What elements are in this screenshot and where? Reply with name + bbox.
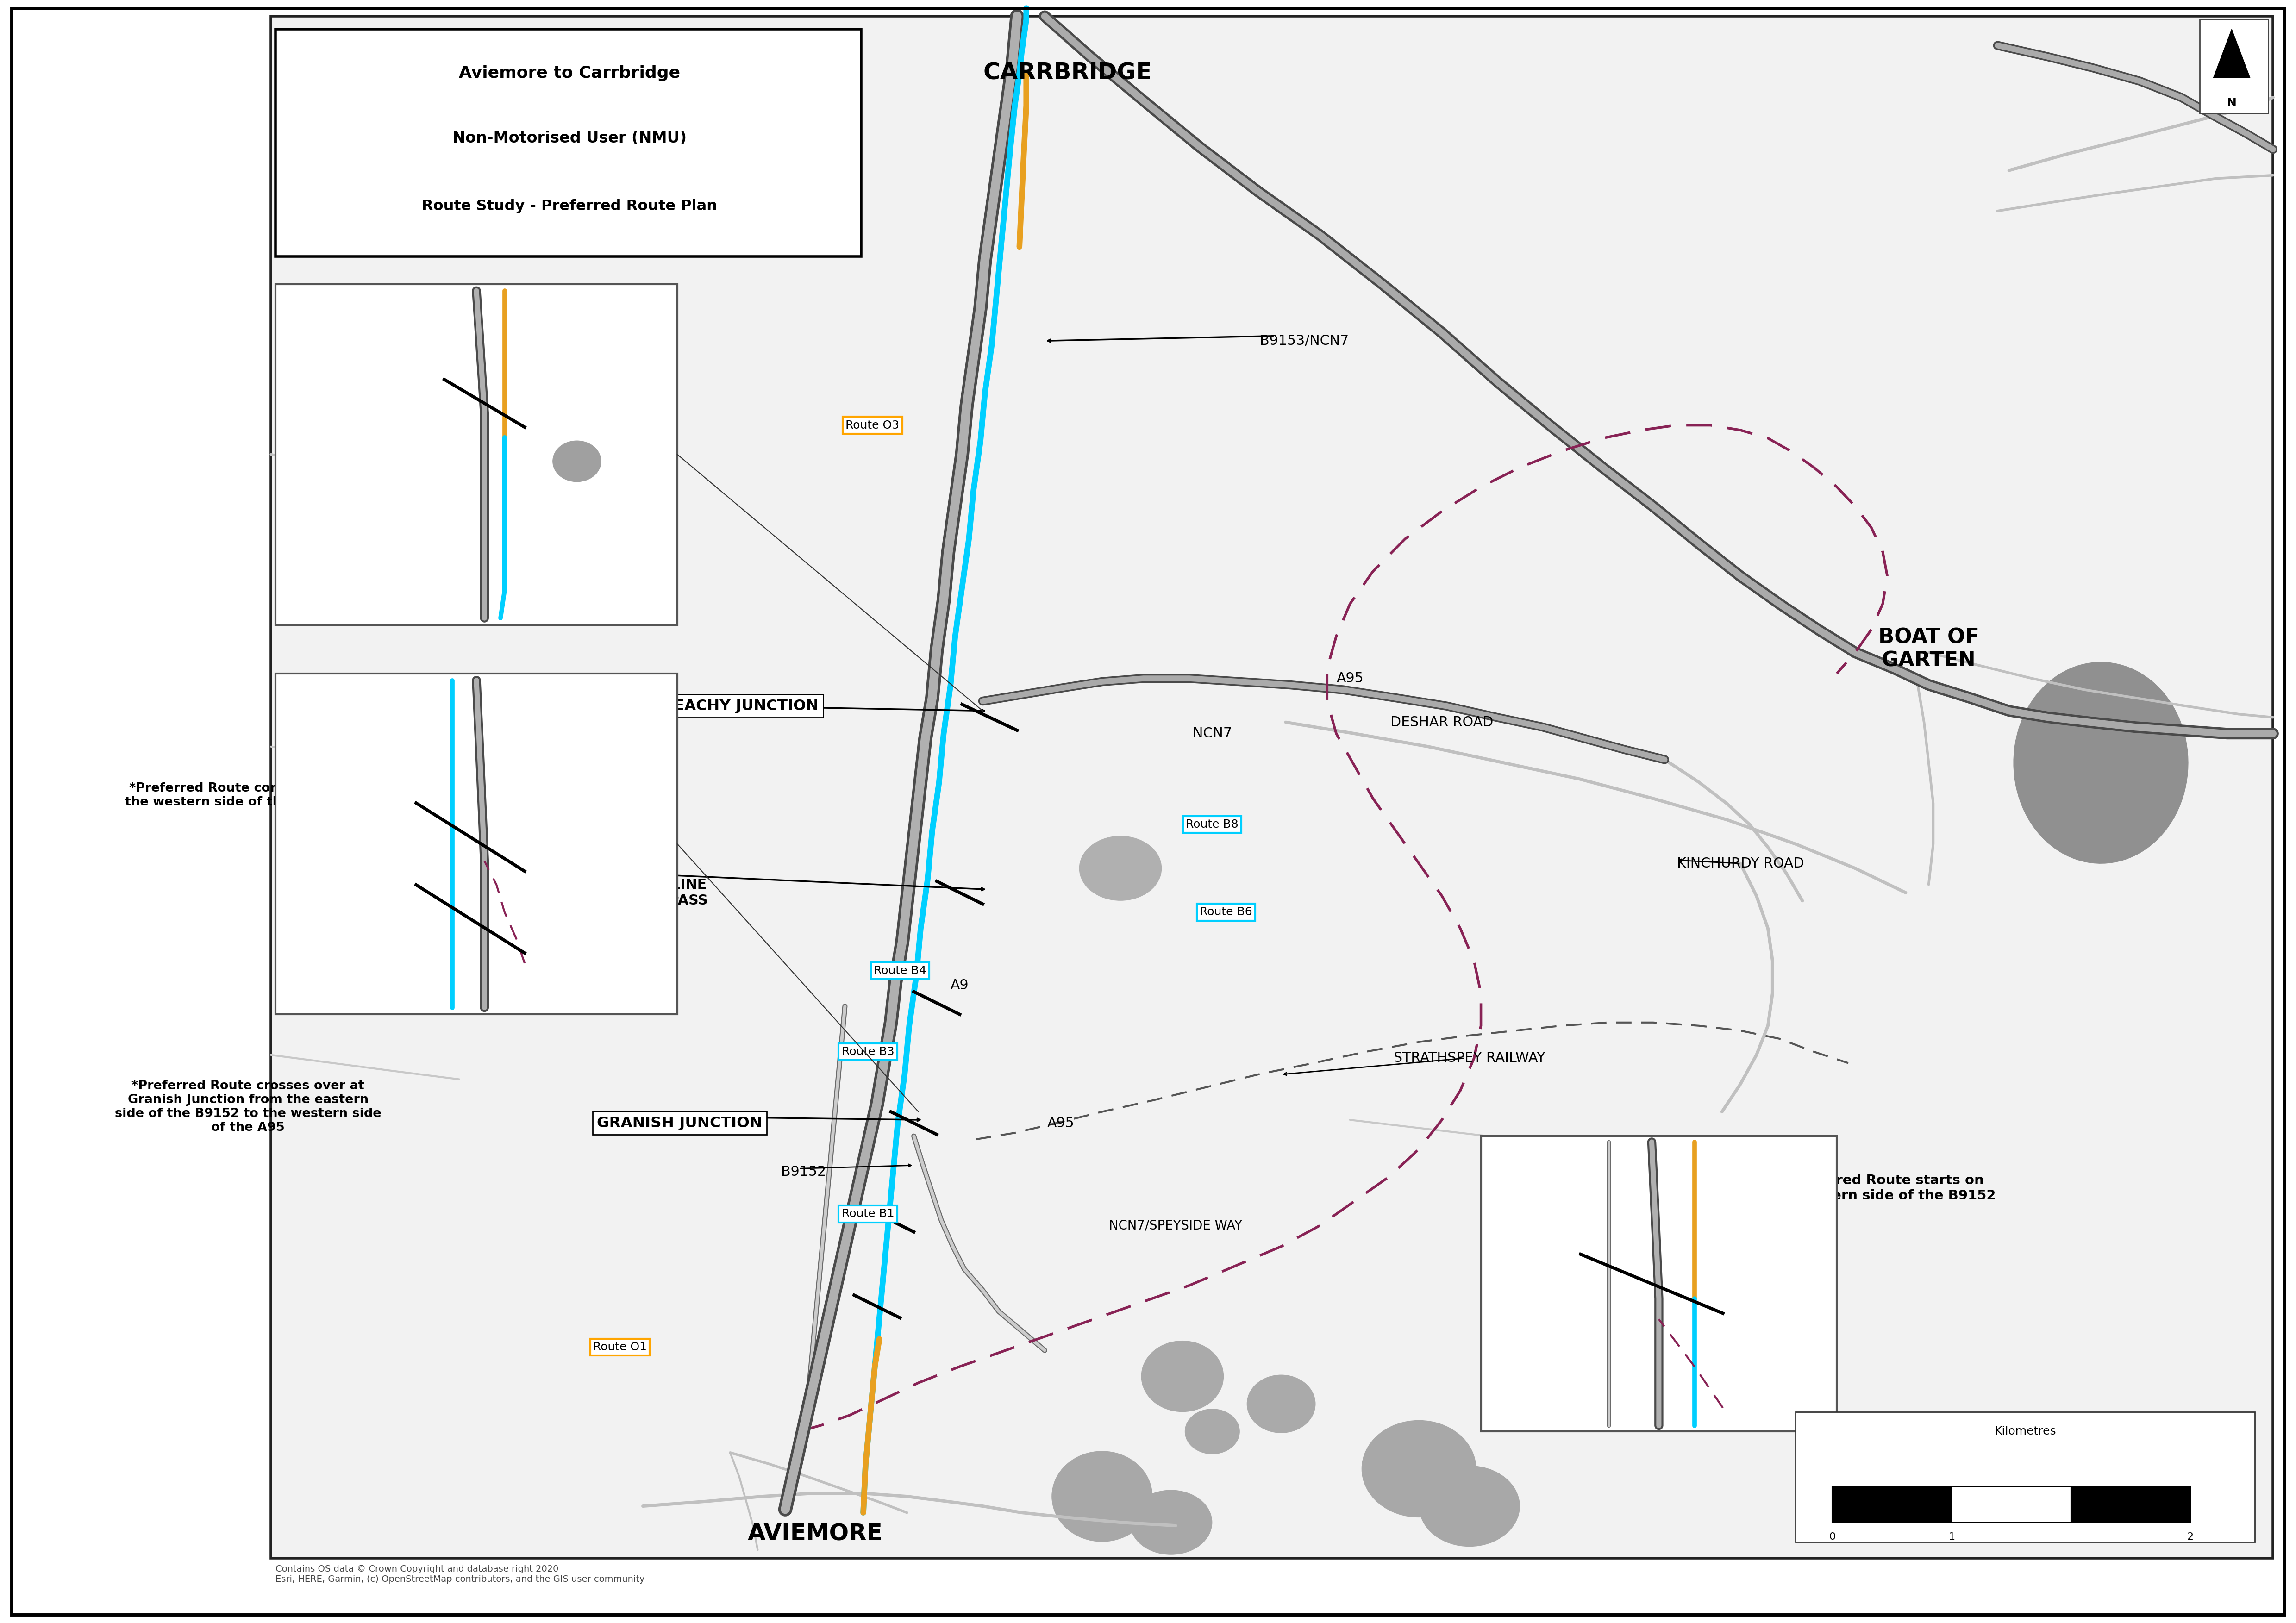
Bar — [271, 16, 2273, 1558]
Ellipse shape — [771, 162, 827, 211]
Ellipse shape — [1362, 1420, 1476, 1518]
Text: *Preferred Route continues along
the western side of the A95/B9153: *Preferred Route continues along the wes… — [126, 782, 370, 808]
Ellipse shape — [1079, 836, 1162, 901]
Text: NCN7: NCN7 — [1192, 727, 1233, 740]
Text: Route B3: Route B3 — [843, 1047, 893, 1057]
Text: Non-Motorised User (NMU): Non-Motorised User (NMU) — [452, 130, 687, 146]
Text: Route O3: Route O3 — [845, 420, 900, 430]
Text: Route B6: Route B6 — [1201, 907, 1251, 917]
Text: N: N — [2227, 97, 2236, 109]
Text: KINCHURDY ROAD: KINCHURDY ROAD — [1676, 857, 1805, 870]
Text: B9153/NCN7: B9153/NCN7 — [1261, 334, 1348, 347]
Ellipse shape — [1130, 1490, 1212, 1555]
Text: *Preferred Route crosses over at
Granish Junction from the eastern
side of the B: *Preferred Route crosses over at Granish… — [115, 1079, 381, 1134]
Text: BOAT OF
GARTEN: BOAT OF GARTEN — [1878, 628, 1979, 670]
Text: 2: 2 — [2188, 1532, 2193, 1542]
Text: Route Study - Preferred Route Plan: Route Study - Preferred Route Plan — [422, 200, 716, 213]
Text: CARRBRIDGE: CARRBRIDGE — [983, 62, 1153, 84]
Bar — [1832, 1487, 1952, 1522]
Circle shape — [553, 441, 602, 482]
Ellipse shape — [1052, 1451, 1153, 1542]
Polygon shape — [2213, 29, 2250, 78]
Text: Kilometres: Kilometres — [1995, 1427, 2055, 1436]
Text: 1: 1 — [1949, 1532, 1954, 1542]
Text: A9: A9 — [951, 979, 969, 992]
Bar — [2071, 1487, 2190, 1522]
Ellipse shape — [1247, 1375, 1316, 1433]
Text: NCN7/SPEYSIDE WAY: NCN7/SPEYSIDE WAY — [1109, 1219, 1242, 1232]
Bar — [1795, 1412, 2255, 1542]
Bar — [276, 674, 677, 1014]
Text: B9152: B9152 — [781, 1165, 827, 1178]
Ellipse shape — [1185, 1409, 1240, 1454]
Bar — [276, 29, 861, 256]
Text: GRANISH JUNCTION: GRANISH JUNCTION — [597, 1117, 762, 1130]
Text: STRATHSPEY RAILWAY: STRATHSPEY RAILWAY — [1394, 1052, 1545, 1065]
Text: Route B4: Route B4 — [875, 966, 925, 975]
Polygon shape — [2014, 662, 2188, 863]
Text: AVIEMORE: AVIEMORE — [748, 1522, 882, 1545]
Bar — [276, 284, 677, 625]
Text: Contains OS data © Crown Copyright and database right 2020
Esri, HERE, Garmin, (: Contains OS data © Crown Copyright and d… — [276, 1565, 645, 1584]
Ellipse shape — [1419, 1466, 1520, 1547]
Text: HIGHLAND MAINLINE
RAILWAY UNDERPASS: HIGHLAND MAINLINE RAILWAY UNDERPASS — [542, 878, 707, 907]
Text: Route B8: Route B8 — [1187, 820, 1238, 829]
Text: DESHAR ROAD: DESHAR ROAD — [1391, 716, 1492, 729]
Text: KINVEACHY JUNCTION: KINVEACHY JUNCTION — [631, 700, 820, 712]
Text: Aviemore to Carrbridge: Aviemore to Carrbridge — [459, 65, 680, 81]
Bar — [1952, 1487, 2071, 1522]
Text: Route O1: Route O1 — [592, 1342, 647, 1352]
Text: *Preferred Route starts on
the eastern side of the B9152: *Preferred Route starts on the eastern s… — [1770, 1173, 1995, 1203]
Text: 0: 0 — [1830, 1532, 1835, 1542]
Ellipse shape — [1141, 1341, 1224, 1412]
Text: A95: A95 — [1047, 1117, 1075, 1130]
Text: Route B1: Route B1 — [843, 1209, 893, 1219]
Bar — [2200, 19, 2268, 114]
Bar — [1481, 1136, 1837, 1431]
Text: A95: A95 — [1336, 672, 1364, 685]
